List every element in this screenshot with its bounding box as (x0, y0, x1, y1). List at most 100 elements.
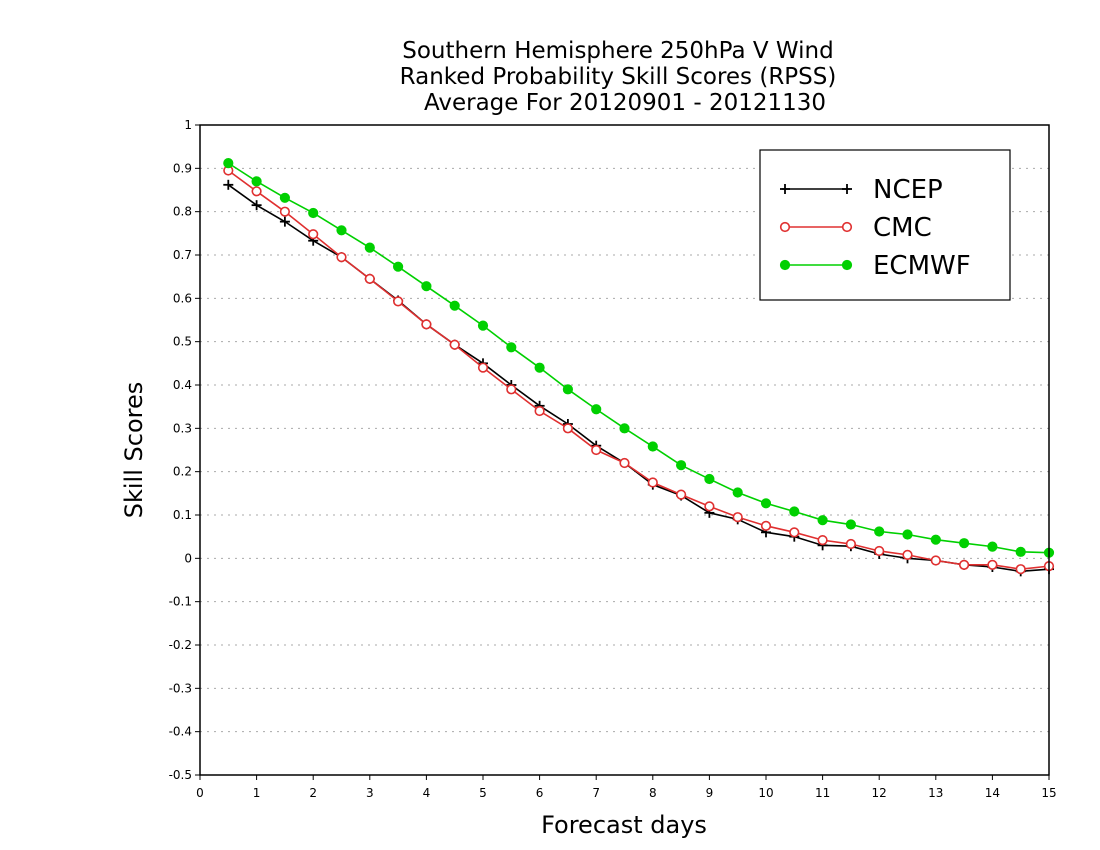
title-line-1: Southern Hemisphere 250hPa V Wind (402, 38, 833, 64)
y-tick-label: -0.1 (169, 595, 192, 609)
legend-marker-cmc (841, 221, 853, 233)
y-tick-label: 0 (184, 551, 192, 565)
y-tick-label: 0.3 (173, 421, 192, 435)
x-tick-label: 2 (309, 786, 317, 800)
series-cmc (223, 165, 1055, 575)
y-tick-label: 0.8 (173, 205, 192, 219)
x-tick-label: 3 (366, 786, 374, 800)
legend-marker-ecmwf (779, 259, 791, 271)
data-point-ecmwf (760, 498, 772, 509)
data-point-cmc (845, 538, 857, 550)
y-tick-label: -0.4 (169, 725, 192, 739)
data-point-cmc (1015, 564, 1026, 575)
data-point-ecmwf (902, 529, 913, 540)
data-point-ncep (279, 216, 290, 227)
axis-ticks: -0.5 -0.4 -0.3 -0.2 -0.1 0 0.1 0.2 0.3 0.4 0.5 0.6 0… (169, 118, 1057, 800)
title-line-2: Ranked Probability Skill Scores (RPSS) (400, 64, 837, 90)
legend-item-ncep: NCEP (780, 175, 943, 205)
y-tick-label: -0.3 (169, 681, 192, 695)
data-point-ecmwf (279, 192, 290, 203)
data-point-ecmwf (591, 404, 602, 415)
data-point-cmc (619, 457, 630, 469)
data-point-cmc (477, 362, 489, 373)
x-tick-label: 11 (815, 786, 830, 800)
legend-marker-ecmwf (841, 259, 853, 271)
legend-marker-cmc (779, 221, 791, 233)
data-point-cmc (902, 549, 913, 560)
legend-label-ecmwf: ECMWF (873, 251, 971, 281)
data-point-cmc (336, 252, 347, 263)
x-axis-label: Forecast days (541, 811, 707, 839)
y-tick-label: -0.2 (169, 638, 192, 652)
x-tick-label: 8 (649, 786, 657, 800)
data-point-ecmwf (817, 515, 828, 526)
y-tick-label: 0.4 (173, 378, 192, 392)
data-point-cmc (760, 520, 772, 531)
chart-title: Southern Hemisphere 250hPa V Wind Ranked… (400, 38, 837, 116)
data-point-ecmwf (506, 342, 517, 353)
data-point-ecmwf (987, 541, 998, 552)
title-line-3: Average For 20120901 - 20121130 (424, 90, 826, 116)
plot-frame (199, 124, 1050, 776)
data-point-ecmwf (619, 423, 630, 434)
data-point-cmc (874, 545, 885, 557)
y-tick-label: 0.2 (173, 465, 192, 479)
data-point-ecmwf (959, 538, 970, 549)
data-point-cmc (732, 512, 743, 523)
data-point-cmc (987, 559, 998, 570)
legend-box (759, 149, 1011, 301)
data-point-cmc (562, 423, 574, 434)
data-point-ecmwf (336, 225, 347, 236)
data-point-ecmwf (1015, 546, 1026, 557)
data-point-cmc (251, 186, 262, 197)
data-point-cmc (308, 229, 319, 240)
data-point-cmc (930, 555, 941, 566)
x-tick-label: 7 (592, 786, 600, 800)
x-tick-label: 15 (1041, 786, 1056, 800)
data-point-cmc (421, 319, 432, 330)
series-ecmwf (223, 158, 1055, 558)
data-point-cmc (534, 405, 545, 417)
y-axis-label: Skill Scores (120, 382, 148, 519)
x-tick-label: 4 (423, 786, 431, 800)
legend-label-ncep: NCEP (873, 175, 943, 205)
data-point-ecmwf (308, 207, 319, 219)
y-tick-label: 1 (184, 118, 192, 132)
y-tick-label: 0.7 (173, 248, 192, 262)
data-point-ecmwf (534, 362, 545, 373)
data-point-cmc (817, 535, 828, 546)
data-point-ecmwf (874, 526, 885, 537)
data-point-ecmwf (789, 506, 800, 517)
x-tick-label: 1 (253, 786, 261, 800)
data-point-cmc (591, 444, 602, 456)
data-point-cmc (675, 489, 687, 500)
legend-marker-ncep (780, 184, 790, 194)
legend-item-cmc: CMC (779, 213, 932, 243)
y-tick-label: -0.5 (169, 768, 192, 782)
x-tick-label: 14 (985, 786, 1000, 800)
data-point-ecmwf (732, 487, 743, 498)
data-point-cmc (393, 296, 404, 307)
data-point-ecmwf (449, 300, 460, 311)
legend: NCEP CMC ECMWF (759, 149, 1011, 301)
x-tick-label: 10 (758, 786, 773, 800)
data-point-ecmwf (647, 441, 658, 452)
data-point-cmc (647, 477, 658, 488)
data-point-ncep (223, 179, 234, 190)
data-point-cmc (704, 501, 715, 512)
legend-marker-ncep (842, 184, 852, 194)
data-point-ecmwf (393, 261, 404, 272)
data-point-ecmwf (930, 534, 941, 545)
data-point-ecmwf (421, 281, 432, 292)
data-point-ecmwf (251, 176, 262, 187)
x-tick-label: 0 (196, 786, 204, 800)
x-tick-label: 9 (706, 786, 714, 800)
data-point-ecmwf (676, 460, 687, 471)
data-point-ecmwf (364, 242, 375, 253)
data-point-cmc (449, 339, 460, 350)
x-tick-label: 12 (872, 786, 887, 800)
legend-label-cmc: CMC (873, 213, 932, 243)
data-point-cmc (279, 206, 291, 217)
data-point-cmc (958, 559, 970, 570)
